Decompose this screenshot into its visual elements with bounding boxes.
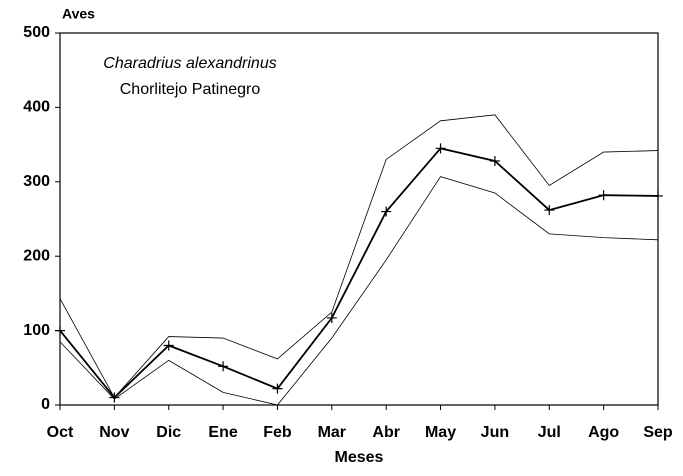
x-tick-label: Ago xyxy=(588,424,619,441)
x-axis-label: Meses xyxy=(335,449,384,466)
x-tick-label: Nov xyxy=(99,424,129,441)
point-marker xyxy=(489,155,500,166)
x-tick-label: Jun xyxy=(481,424,509,441)
x-tick-label: Jul xyxy=(538,424,561,441)
series-line xyxy=(59,176,659,406)
point-marker xyxy=(435,143,446,154)
y-tick-label: 200 xyxy=(23,247,50,264)
x-tick-label: Feb xyxy=(263,424,292,441)
x-tick-label: Ene xyxy=(208,424,237,441)
point-marker xyxy=(326,312,337,323)
series-line xyxy=(59,114,659,399)
series-line xyxy=(59,147,659,399)
y-tick-label: 500 xyxy=(23,24,50,41)
y-axis-label: Aves xyxy=(62,6,95,22)
y-tick-label: 300 xyxy=(23,173,50,190)
y-tick-label: 100 xyxy=(23,322,50,339)
x-tick-label: May xyxy=(425,424,456,441)
point-marker xyxy=(218,361,229,372)
plot-frame xyxy=(59,32,659,406)
point-marker xyxy=(381,206,392,217)
point-marker xyxy=(55,325,65,336)
annotation: Chorlitejo Patinegro xyxy=(120,81,261,98)
point-marker xyxy=(598,190,609,201)
x-tick-label: Sep xyxy=(643,424,673,441)
point-marker xyxy=(544,205,555,216)
point-marker xyxy=(653,190,663,201)
annotation: Charadrius alexandrinus xyxy=(103,55,276,72)
x-tick-label: Abr xyxy=(372,424,400,441)
x-tick-label: Mar xyxy=(318,424,346,441)
point-marker xyxy=(272,383,283,394)
x-tick-label: Oct xyxy=(47,424,74,441)
x-tick-label: Dic xyxy=(156,424,181,441)
point-marker xyxy=(163,340,174,351)
y-tick-label: 0 xyxy=(41,396,50,413)
y-tick-label: 400 xyxy=(23,99,50,116)
